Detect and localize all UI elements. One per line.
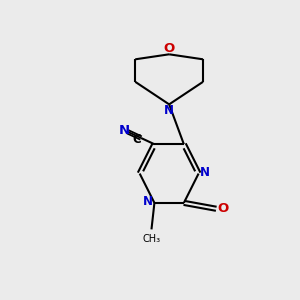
Text: N: N [143, 195, 153, 208]
Text: CH₃: CH₃ [142, 234, 160, 244]
Text: O: O [164, 42, 175, 55]
Text: C: C [132, 133, 141, 146]
Text: N: N [164, 104, 174, 117]
Text: N: N [200, 166, 210, 178]
Text: O: O [217, 202, 228, 215]
Text: N: N [119, 124, 130, 137]
